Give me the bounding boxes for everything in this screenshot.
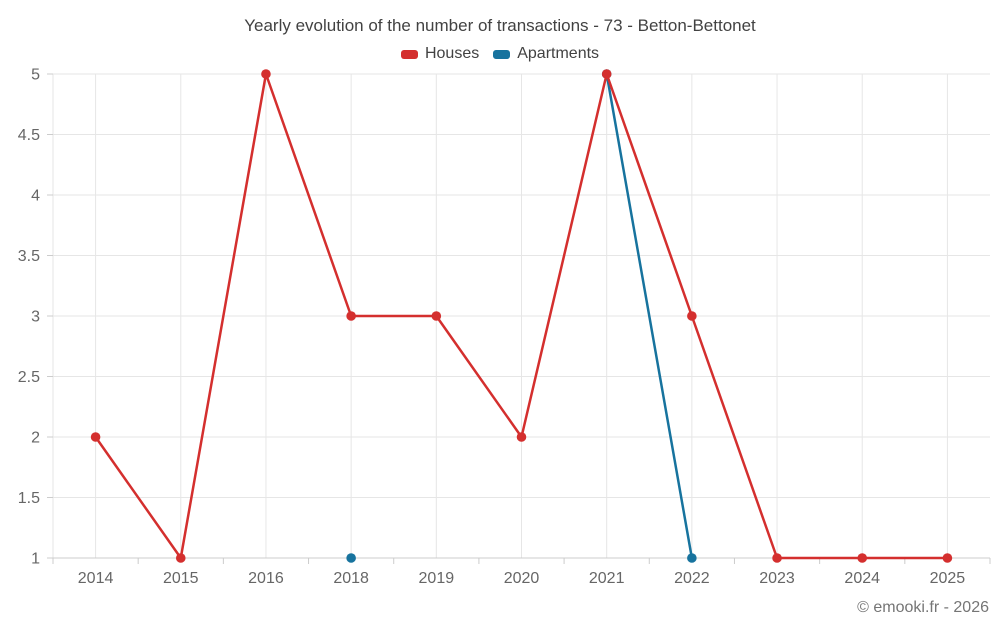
houses-series-swatch-icon (400, 49, 418, 59)
legend-label-apartments: Apartments (517, 45, 600, 62)
y-axis-label: 2.5 (18, 369, 40, 386)
x-axis-label: 2014 (78, 570, 114, 587)
houses-point-2024[interactable] (857, 553, 868, 563)
y-axis-label: 3.5 (18, 248, 40, 265)
houses-point-2015[interactable] (175, 553, 186, 563)
houses-point-2023[interactable] (772, 553, 782, 563)
y-axis-label: 1 (31, 551, 40, 568)
x-axis-label: 2021 (589, 570, 625, 587)
houses-point-2016[interactable] (261, 69, 271, 79)
houses-point-2018[interactable] (346, 311, 356, 321)
y-axis-label: 4.5 (18, 127, 40, 144)
x-axis-label: 2016 (248, 570, 284, 587)
y-axis-label: 4 (31, 188, 40, 205)
houses-point-2020[interactable] (516, 432, 527, 442)
legend-item-houses[interactable]: Houses (400, 45, 480, 63)
houses-point-2014[interactable] (90, 432, 101, 442)
houses-point-2022[interactable] (687, 311, 697, 321)
y-axis-label: 2 (31, 430, 40, 447)
x-axis-label: 2020 (504, 570, 540, 587)
houses-point-2019[interactable] (431, 311, 442, 321)
chart-title: Yearly evolution of the number of transa… (244, 16, 756, 35)
x-axis-label: 2015 (163, 570, 199, 587)
legend-label-houses: Houses (424, 45, 480, 62)
y-axis-label: 1.5 (18, 490, 40, 507)
x-axis-label: 2019 (419, 570, 455, 587)
apartments-point-2018[interactable] (346, 553, 356, 563)
apartments-point-2022[interactable] (687, 553, 697, 563)
apartments-series-line (605, 72, 694, 560)
chart-credit: © emooki.fr - 2026 (857, 599, 989, 616)
apartments-series-swatch-icon (493, 49, 511, 59)
x-axis-label: 2025 (930, 570, 966, 587)
houses-point-2025[interactable] (942, 553, 953, 563)
chart-legend: Houses Apartments (0, 45, 1000, 63)
houses-point-2021[interactable] (601, 69, 612, 79)
legend-item-apartments[interactable]: Apartments (493, 45, 599, 63)
x-axis-label: 2024 (844, 570, 880, 587)
x-axis-label: 2022 (674, 570, 710, 587)
x-axis-label: 2023 (759, 570, 795, 587)
x-axis-label: 2018 (333, 570, 369, 587)
y-axis-label: 5 (31, 67, 40, 84)
y-axis-label: 3 (31, 309, 40, 326)
